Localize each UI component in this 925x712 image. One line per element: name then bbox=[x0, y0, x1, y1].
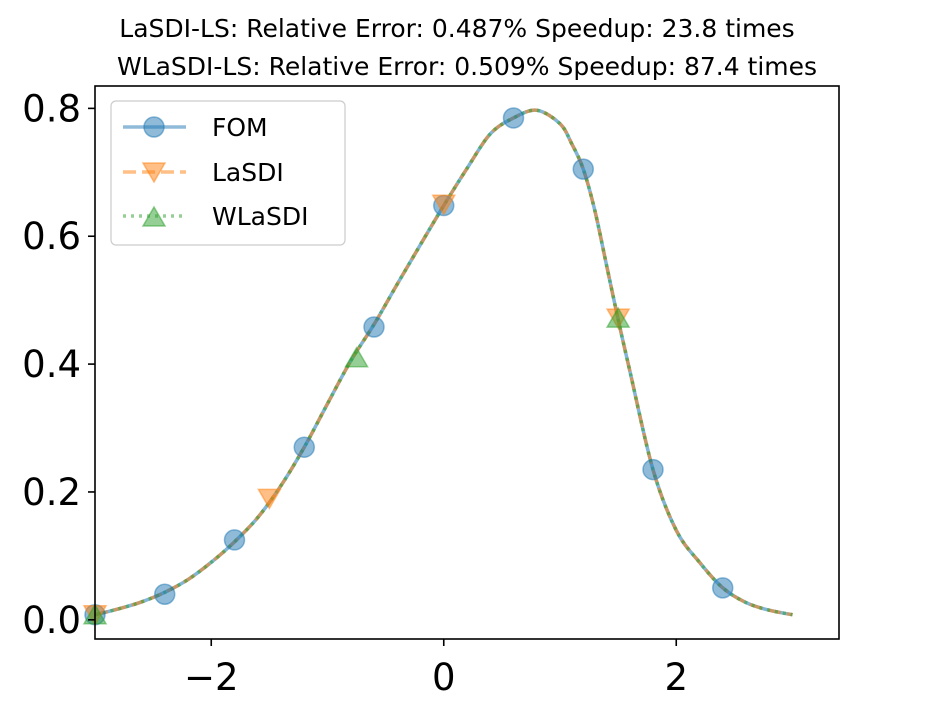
fom-marker bbox=[293, 436, 315, 458]
legend-marker-fom bbox=[143, 116, 165, 138]
series-line-wlasdi bbox=[95, 108, 793, 617]
legend-marker-wlasdi bbox=[141, 205, 167, 227]
plot-frame bbox=[94, 85, 840, 640]
fom-marker bbox=[223, 529, 246, 551]
lasdi-marker bbox=[257, 488, 282, 510]
legend-entry-wlasdi: WLaSDI bbox=[123, 202, 308, 231]
legend-marker-lasdi bbox=[141, 162, 167, 184]
legend-entry-lasdi: LaSDI bbox=[123, 158, 284, 187]
wlasdi-marker bbox=[605, 306, 631, 328]
wlasdi-marker bbox=[344, 346, 369, 368]
legend-label-lasdi: LaSDI bbox=[212, 158, 284, 187]
chart-title-line-2: WLaSDI-LS: Relative Error: 0.509% Speedu… bbox=[117, 52, 817, 81]
fom-marker bbox=[363, 316, 385, 338]
x-tick-label: 2 bbox=[664, 656, 688, 699]
marker-layer bbox=[82, 107, 734, 627]
legend-entry-fom: FOM bbox=[123, 113, 268, 142]
legend-label-wlasdi: WLaSDI bbox=[212, 202, 308, 231]
y-tick-label: 0.4 bbox=[22, 343, 81, 386]
y-tick-label: 0.2 bbox=[22, 471, 81, 514]
fom-marker bbox=[154, 583, 176, 605]
fom-marker bbox=[642, 458, 664, 481]
x-tick-label: −2 bbox=[184, 656, 239, 699]
axis-layer: −2 0 2 0.0 0.2 0.4 0.6 0.8 bbox=[22, 87, 688, 699]
fom-marker bbox=[712, 577, 734, 599]
legend: FOM LaSDI WLaSDI bbox=[110, 100, 346, 246]
y-tick-label: 0.6 bbox=[22, 215, 81, 258]
chart-title: LaSDI-LS: Relative Error: 0.487% Speedup… bbox=[117, 14, 817, 81]
legend-label-fom: FOM bbox=[212, 113, 268, 142]
fom-marker bbox=[502, 107, 525, 129]
y-tick-label: 0.8 bbox=[22, 87, 81, 130]
series-layer bbox=[95, 108, 793, 617]
legend-frame bbox=[110, 100, 346, 246]
chart-title-line-1: LaSDI-LS: Relative Error: 0.487% Speedup… bbox=[119, 14, 794, 43]
x-tick-label: 0 bbox=[432, 656, 456, 699]
lasdi-marker bbox=[431, 194, 457, 216]
fom-marker bbox=[572, 158, 594, 180]
y-tick-label: 0.0 bbox=[22, 599, 81, 642]
